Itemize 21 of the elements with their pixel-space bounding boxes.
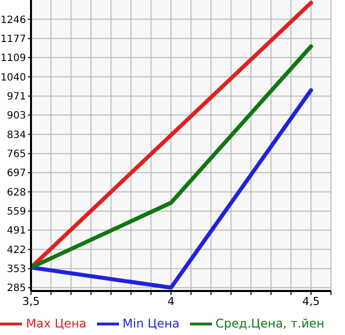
- y-tick-label: 834: [6, 130, 26, 141]
- y-tick-label: 1109: [0, 53, 26, 64]
- y-tick-label: 765: [6, 149, 26, 160]
- y-tick-label: 628: [6, 187, 26, 198]
- y-tick-label: 1246: [0, 14, 26, 26]
- y-tick-label: 422: [6, 244, 26, 256]
- y-tick-label: 1040: [0, 72, 26, 84]
- y-tick-label: 697: [6, 168, 26, 180]
- y-tick-label: 559: [6, 206, 26, 218]
- y-tick-label: 285: [6, 283, 26, 294]
- y-tick-label: 971: [6, 92, 26, 103]
- x-tick-label: 3,5: [22, 294, 40, 308]
- y-tick-label: 903: [6, 110, 26, 122]
- legend-label: Сред.Цена, т.йен: [216, 316, 324, 330]
- y-tick-label: 1177: [0, 34, 26, 46]
- x-tick-label: 4: [168, 294, 175, 308]
- legend-label: Min Цена: [122, 316, 180, 330]
- legend-label: Max Цена: [26, 316, 87, 330]
- y-tick-label: 491: [6, 226, 26, 237]
- x-tick-label: 4,5: [302, 294, 320, 308]
- y-tick-label: 353: [6, 264, 26, 276]
